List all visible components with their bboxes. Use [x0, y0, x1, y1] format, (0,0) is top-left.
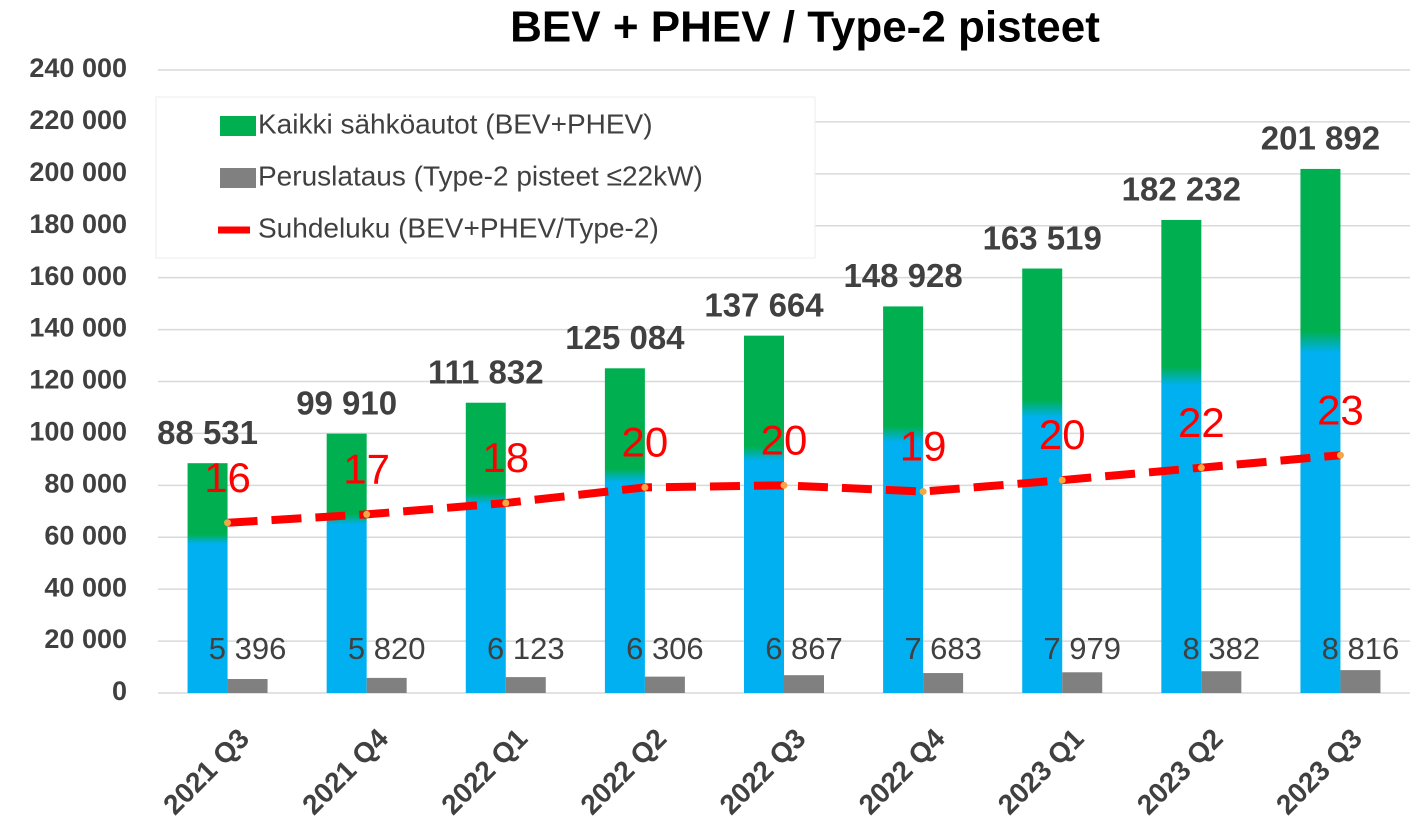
ratio-label: 17 — [343, 446, 390, 493]
bar — [1300, 168, 1341, 694]
bar — [227, 678, 268, 693]
ratio-point — [1336, 451, 1344, 459]
ratio-label: 20 — [761, 416, 808, 463]
chart-title: BEV + PHEV / Type-2 pisteet — [510, 3, 1100, 52]
total-label: 125 084 — [565, 319, 685, 356]
bar — [744, 335, 784, 693]
x-tick-label: 2022 Q4 — [853, 722, 951, 820]
bar — [326, 433, 367, 693]
y-tick-label: 240 000 — [29, 53, 127, 83]
bar — [187, 463, 228, 693]
bar — [366, 677, 407, 693]
x-tick-label: 2023 Q1 — [992, 723, 1090, 821]
ratio-point — [919, 488, 927, 496]
total-label: 88 531 — [157, 414, 258, 451]
ratio-point — [1197, 464, 1205, 472]
x-tick-label: 2023 Q2 — [1131, 723, 1229, 821]
legend-label: Suhdeluku (BEV+PHEV/Type-2) — [258, 212, 659, 243]
y-tick-label: 220 000 — [29, 105, 127, 135]
total-label: 163 519 — [983, 219, 1102, 256]
legend-swatch — [220, 168, 256, 188]
point-label: 8 816 — [1322, 631, 1400, 666]
x-tick-label: 2022 Q1 — [435, 723, 533, 821]
bar — [465, 402, 506, 693]
bar — [784, 675, 824, 693]
ratio-label: 20 — [622, 419, 669, 466]
total-label: 99 910 — [296, 384, 397, 421]
point-label: 5 396 — [209, 631, 287, 666]
ratio-label: 23 — [1317, 386, 1364, 433]
ratio-point — [1058, 476, 1066, 484]
total-label: 148 928 — [843, 257, 962, 294]
x-tick-label: 2022 Q3 — [714, 723, 812, 821]
y-tick-label: 40 000 — [44, 572, 127, 602]
legend-label: Kaikki sähköautot (BEV+PHEV) — [258, 108, 653, 139]
ratio-point — [780, 481, 788, 489]
ratio-label: 22 — [1178, 399, 1225, 446]
y-tick-label: 120 000 — [29, 365, 127, 395]
bar — [505, 677, 546, 693]
point-label: 6 306 — [626, 631, 704, 666]
legend-label: Peruslataus (Type-2 pisteet ≤22kW) — [258, 160, 703, 191]
y-tick-label: 140 000 — [29, 313, 127, 343]
y-tick-label: 60 000 — [44, 520, 127, 550]
x-tick-label: 2023 Q3 — [1270, 723, 1368, 821]
bar — [923, 673, 964, 693]
total-label: 182 232 — [1122, 171, 1241, 208]
x-tick-label: 2021 Q4 — [296, 722, 394, 820]
point-label: 7 979 — [1043, 631, 1121, 666]
bar — [644, 676, 685, 693]
legend-box — [155, 96, 816, 259]
total-label: 111 832 — [428, 353, 544, 390]
bar — [1201, 671, 1242, 693]
total-label: 201 892 — [1261, 120, 1380, 157]
ratio-point — [363, 510, 371, 518]
point-label: 6 867 — [765, 631, 843, 666]
total-label: 137 664 — [704, 286, 824, 323]
y-tick-label: 20 000 — [44, 624, 127, 654]
point-label: 5 820 — [348, 631, 426, 666]
y-tick-label: 200 000 — [29, 157, 127, 187]
y-tick-label: 80 000 — [44, 468, 127, 498]
ratio-line — [227, 451, 1341, 527]
x-tick-label: 2022 Q2 — [574, 723, 672, 821]
ratio-label: 16 — [204, 454, 251, 501]
y-tick-label: 0 — [112, 676, 127, 706]
ratio-label: 20 — [1039, 411, 1086, 458]
point-label: 6 123 — [487, 631, 565, 666]
ratio-label: 19 — [900, 423, 947, 470]
ratio-point — [224, 519, 232, 527]
y-tick-label: 180 000 — [29, 209, 127, 239]
y-tick-label: 160 000 — [29, 261, 127, 291]
x-tick-label: 2021 Q3 — [157, 723, 255, 821]
ratio-point — [502, 499, 510, 507]
marks — [187, 168, 1381, 694]
point-label: 8 382 — [1183, 631, 1261, 666]
point-label: 7 683 — [904, 631, 982, 666]
bar — [1340, 670, 1381, 693]
bar — [883, 306, 924, 693]
ratio-point — [641, 483, 649, 491]
ratio-label: 18 — [482, 434, 529, 481]
bar — [604, 368, 645, 693]
bar — [1062, 672, 1103, 693]
bar — [1161, 219, 1202, 693]
legend-swatch — [220, 116, 256, 136]
y-tick-label: 100 000 — [29, 417, 127, 447]
